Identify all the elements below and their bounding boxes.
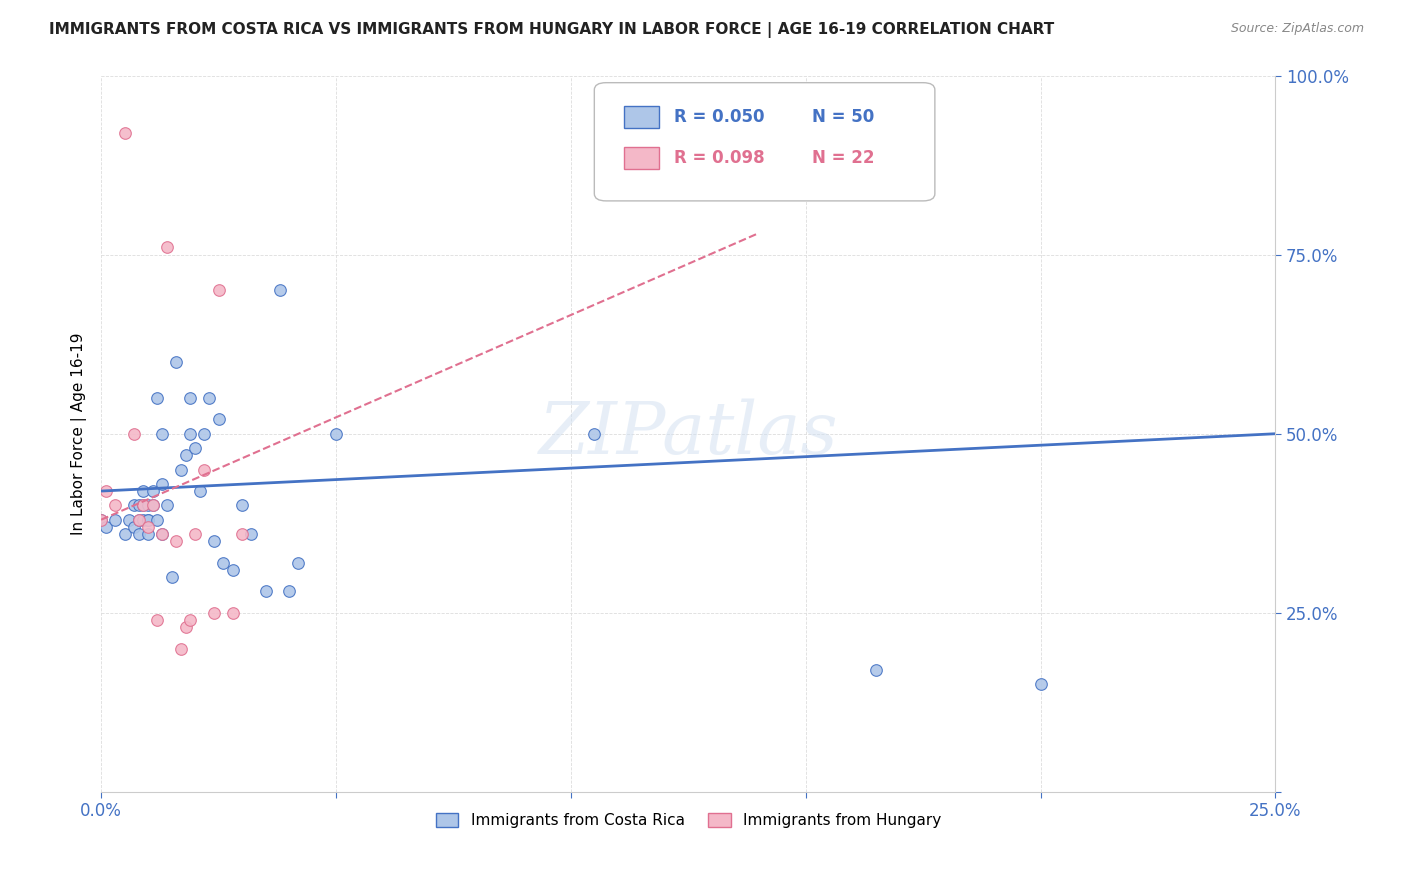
Text: IMMIGRANTS FROM COSTA RICA VS IMMIGRANTS FROM HUNGARY IN LABOR FORCE | AGE 16-19: IMMIGRANTS FROM COSTA RICA VS IMMIGRANTS… [49, 22, 1054, 38]
Legend: Immigrants from Costa Rica, Immigrants from Hungary: Immigrants from Costa Rica, Immigrants f… [429, 807, 948, 835]
Point [118, 513, 141, 527]
Point [136, 499, 159, 513]
Point [94, 484, 117, 499]
Point [207, 284, 229, 298]
Point [160, 570, 183, 584]
Text: N = 50: N = 50 [811, 108, 873, 126]
Point [128, 513, 150, 527]
Point [156, 499, 179, 513]
Point [114, 527, 136, 541]
Point [122, 426, 145, 441]
Point [128, 499, 150, 513]
Text: R = 0.050: R = 0.050 [673, 108, 765, 126]
Point [136, 513, 159, 527]
Point [132, 513, 155, 527]
Point [146, 513, 169, 527]
Point [269, 284, 291, 298]
Point [179, 613, 201, 627]
Point [136, 520, 159, 534]
Point [193, 462, 215, 476]
Point [90, 513, 112, 527]
Point [174, 448, 197, 462]
Point [90, 513, 112, 527]
Point [165, 355, 187, 369]
Point [114, 126, 136, 140]
Point [193, 426, 215, 441]
Point [104, 499, 127, 513]
Point [184, 441, 207, 455]
Point [221, 563, 243, 577]
Point [202, 606, 225, 620]
Point [325, 426, 347, 441]
Point [231, 527, 253, 541]
FancyBboxPatch shape [624, 147, 659, 169]
Point [122, 499, 145, 513]
Point [156, 240, 179, 254]
Point [104, 513, 127, 527]
Y-axis label: In Labor Force | Age 16-19: In Labor Force | Age 16-19 [72, 333, 87, 535]
Point [606, 126, 628, 140]
Point [254, 584, 277, 599]
Point [278, 584, 301, 599]
FancyBboxPatch shape [595, 83, 935, 201]
Text: Source: ZipAtlas.com: Source: ZipAtlas.com [1230, 22, 1364, 36]
Point [240, 527, 263, 541]
Point [212, 556, 235, 570]
Point [221, 606, 243, 620]
Point [179, 426, 201, 441]
Point [128, 513, 150, 527]
Point [198, 391, 221, 405]
Point [165, 534, 187, 549]
Point [170, 641, 193, 656]
Point [122, 520, 145, 534]
Point [142, 499, 165, 513]
Point [136, 513, 159, 527]
Point [174, 620, 197, 634]
Point [94, 520, 117, 534]
Point [1029, 677, 1052, 691]
Text: N = 22: N = 22 [811, 149, 875, 167]
Point [184, 527, 207, 541]
Point [583, 426, 606, 441]
Text: R = 0.098: R = 0.098 [673, 149, 765, 167]
Point [132, 484, 155, 499]
Point [170, 462, 193, 476]
Point [865, 663, 887, 677]
FancyBboxPatch shape [624, 106, 659, 128]
Point [128, 527, 150, 541]
Point [142, 484, 165, 499]
Point [150, 476, 173, 491]
Point [231, 499, 253, 513]
Text: ZIPatlas: ZIPatlas [538, 399, 838, 469]
Point [146, 391, 169, 405]
Point [142, 499, 165, 513]
Point [150, 527, 173, 541]
Point [150, 527, 173, 541]
Point [287, 556, 309, 570]
Point [150, 426, 173, 441]
Point [207, 412, 229, 426]
Point [132, 499, 155, 513]
Point [188, 484, 211, 499]
Point [136, 527, 159, 541]
Point [146, 613, 169, 627]
Point [179, 391, 201, 405]
Point [202, 534, 225, 549]
Point [132, 499, 155, 513]
